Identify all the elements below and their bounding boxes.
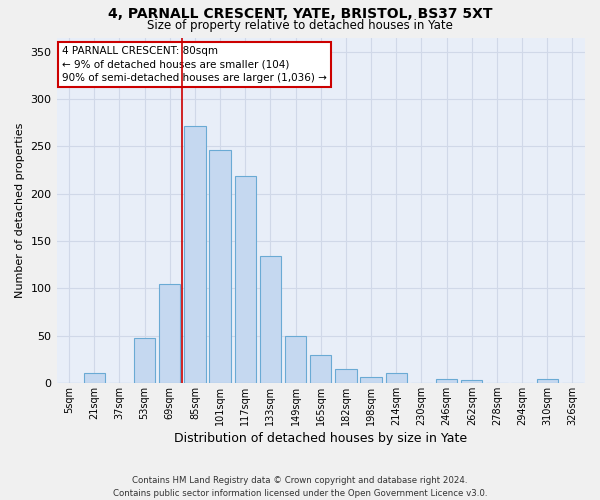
Text: 4, PARNALL CRESCENT, YATE, BRISTOL, BS37 5XT: 4, PARNALL CRESCENT, YATE, BRISTOL, BS37… (108, 8, 492, 22)
Bar (260, 256, 281, 383)
Bar (209, 150, 231, 383)
Text: 4 PARNALL CRESCENT: 80sqm
← 9% of detached houses are smaller (104)
90% of semi-: 4 PARNALL CRESCENT: 80sqm ← 9% of detach… (62, 46, 327, 82)
Bar (159, 284, 181, 383)
Bar (310, 354, 331, 383)
Bar (461, 380, 482, 383)
Bar (235, 176, 256, 383)
Bar (134, 338, 155, 383)
Bar (436, 379, 457, 383)
Text: Contains HM Land Registry data © Crown copyright and database right 2024.
Contai: Contains HM Land Registry data © Crown c… (113, 476, 487, 498)
Text: Size of property relative to detached houses in Yate: Size of property relative to detached ho… (147, 18, 453, 32)
Bar (285, 336, 307, 383)
Bar (184, 126, 206, 383)
Bar (83, 374, 105, 383)
X-axis label: Distribution of detached houses by size in Yate: Distribution of detached houses by size … (174, 432, 467, 445)
Bar (536, 379, 558, 383)
Bar (386, 374, 407, 383)
Bar (361, 377, 382, 383)
Bar (335, 368, 356, 383)
Y-axis label: Number of detached properties: Number of detached properties (15, 122, 25, 298)
